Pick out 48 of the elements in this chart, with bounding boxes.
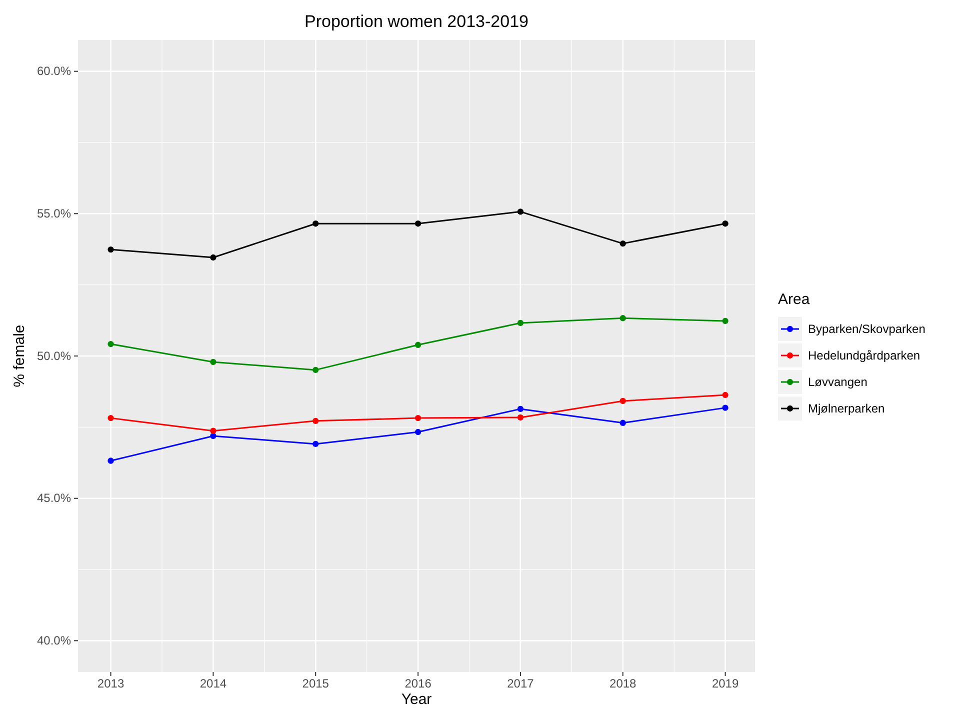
point — [620, 315, 626, 322]
point — [722, 404, 728, 411]
y-tick-label: 50.0% — [36, 348, 72, 363]
legend-label: Hedelundgårdparken — [808, 348, 920, 362]
y-axis-title: % female — [11, 324, 28, 388]
x-tick-label: 2015 — [302, 676, 330, 691]
point — [517, 320, 524, 326]
x-tick-label: 2017 — [507, 676, 534, 691]
point — [414, 414, 422, 422]
point — [620, 420, 626, 426]
y-tick-label: 45.0% — [36, 491, 72, 506]
legend-label: Løvvangen — [808, 375, 868, 389]
legend-label: Mjølnerparken — [808, 402, 885, 416]
point — [210, 254, 216, 261]
point — [312, 366, 319, 374]
chart-title: Proportion women 2013-2019 — [304, 12, 528, 31]
x-tick-label: 2019 — [712, 676, 739, 691]
point — [722, 392, 728, 398]
point — [108, 246, 114, 253]
y-tick-label: 60.0% — [36, 64, 72, 78]
point — [722, 220, 728, 227]
legend-label: Byparken/Skovparken — [808, 322, 926, 336]
point — [620, 240, 626, 247]
x-tick-label: 2016 — [404, 676, 432, 691]
x-tick-label: 2013 — [97, 676, 124, 691]
point — [414, 220, 422, 227]
point — [312, 220, 319, 227]
point — [312, 418, 319, 424]
legend-title: Area — [778, 291, 810, 308]
y-tick-label: 40.0% — [36, 634, 72, 648]
point — [108, 340, 114, 348]
point — [620, 398, 626, 404]
point — [414, 342, 422, 348]
point — [517, 406, 524, 412]
x-axis-title: Year — [401, 691, 432, 708]
x-tick-label: 2014 — [200, 676, 227, 691]
point — [517, 208, 524, 215]
point — [210, 358, 216, 366]
x-tick-label: 2018 — [610, 676, 637, 691]
point — [210, 428, 216, 434]
point — [312, 440, 319, 448]
point — [722, 318, 728, 324]
point — [210, 432, 216, 440]
point — [517, 414, 524, 421]
point — [108, 458, 114, 464]
point — [108, 414, 114, 422]
y-tick-label: 55.0% — [36, 206, 72, 220]
point — [414, 428, 422, 436]
